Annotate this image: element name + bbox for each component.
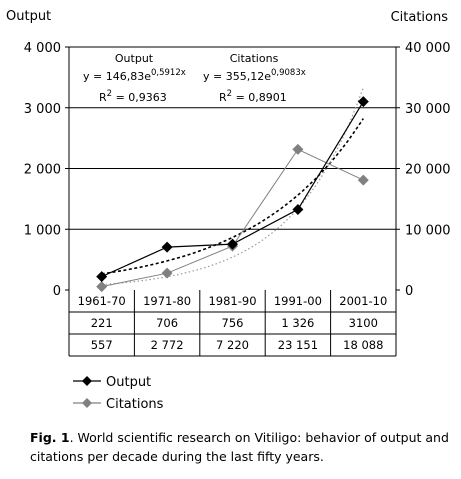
- table-output-cell: 221: [91, 316, 113, 330]
- point-citations: [292, 143, 304, 155]
- category-label: 2001-10: [339, 294, 387, 308]
- table-citations-cell: 23 151: [278, 338, 318, 352]
- left-tick-label: 3 000: [24, 102, 61, 117]
- table-output-cell: 756: [222, 316, 244, 330]
- point-output: [227, 238, 238, 250]
- left-tick-label: 4 000: [24, 41, 61, 56]
- left-tick-label: 2 000: [24, 163, 61, 178]
- right-tick-label: 40 000: [405, 41, 451, 56]
- right-tick-label: 20 000: [405, 163, 451, 178]
- annot-layer: Output Citations y = 146,83e0,5912x y = 355…: [83, 52, 306, 104]
- caption-text: . World scientific research on Vitiligo:…: [30, 430, 449, 464]
- output-r2: R2 = 0,9363: [99, 89, 167, 104]
- table-output-cell: 706: [156, 316, 178, 330]
- point-output: [161, 241, 173, 253]
- point-output: [292, 203, 304, 215]
- left-tick-label: 0: [53, 284, 61, 299]
- point-citations: [96, 281, 108, 293]
- table-citations-cell: 7 220: [216, 338, 249, 352]
- caption-label: Fig. 1: [30, 430, 70, 445]
- output-equation: y = 146,83e0,5912x: [83, 68, 186, 83]
- grid-layer: [69, 46, 396, 230]
- right-tick-label: 0: [405, 284, 413, 299]
- legend: Output Citations: [73, 375, 164, 412]
- series-line-citations: [101, 148, 364, 288]
- trend-layer: [101, 87, 364, 286]
- legend-label-output: Output: [106, 375, 151, 390]
- right-tick-label: 30 000: [405, 102, 451, 117]
- figure-caption: Fig. 1. World scientific research on Vit…: [30, 428, 455, 466]
- category-label: 1971-80: [143, 294, 191, 308]
- category-label: 1991-00: [274, 294, 322, 308]
- legend-marker-citations: [82, 398, 92, 408]
- citations-equation: y = 355,12e0,9083x: [203, 68, 306, 83]
- point-citations: [161, 267, 173, 279]
- citations-annotation-title: Citations: [230, 52, 279, 65]
- chart: 0 1 000 2 000 3 000 4 000 0 10 000 20 000 30 000…: [6, 9, 451, 412]
- data-table: 1961-70 221 557 1971-80 706 2 772 1981-90 756 7 …: [68, 290, 397, 357]
- point-output: [96, 271, 108, 283]
- point-output: [357, 96, 369, 108]
- left-axis-label: Output: [6, 9, 51, 24]
- legend-label-citations: Citations: [106, 397, 164, 412]
- left-tick-label: 1 000: [24, 223, 61, 238]
- citations-r2: R2 = 0,8901: [219, 89, 287, 104]
- output-annotation-title: Output: [115, 52, 154, 65]
- trendline-citations: [101, 87, 364, 286]
- category-label: 1981-90: [208, 294, 256, 308]
- category-label: 1961-70: [78, 294, 126, 308]
- table-citations-cell: 18 088: [343, 338, 383, 352]
- table-citations-cell: 2 772: [151, 338, 184, 352]
- series-layer: [96, 96, 369, 293]
- right-tick-label: 10 000: [405, 223, 451, 238]
- axes-layer: 0 1 000 2 000 3 000 4 000 0 10 000 20 000 30 000…: [6, 9, 451, 299]
- point-citations: [357, 174, 369, 186]
- table-output-cell: 3100: [349, 316, 378, 330]
- legend-marker-output: [82, 376, 92, 386]
- right-axis-label: Citations: [391, 10, 449, 25]
- table-output-cell: 1 326: [281, 316, 314, 330]
- table-citations-cell: 557: [91, 338, 113, 352]
